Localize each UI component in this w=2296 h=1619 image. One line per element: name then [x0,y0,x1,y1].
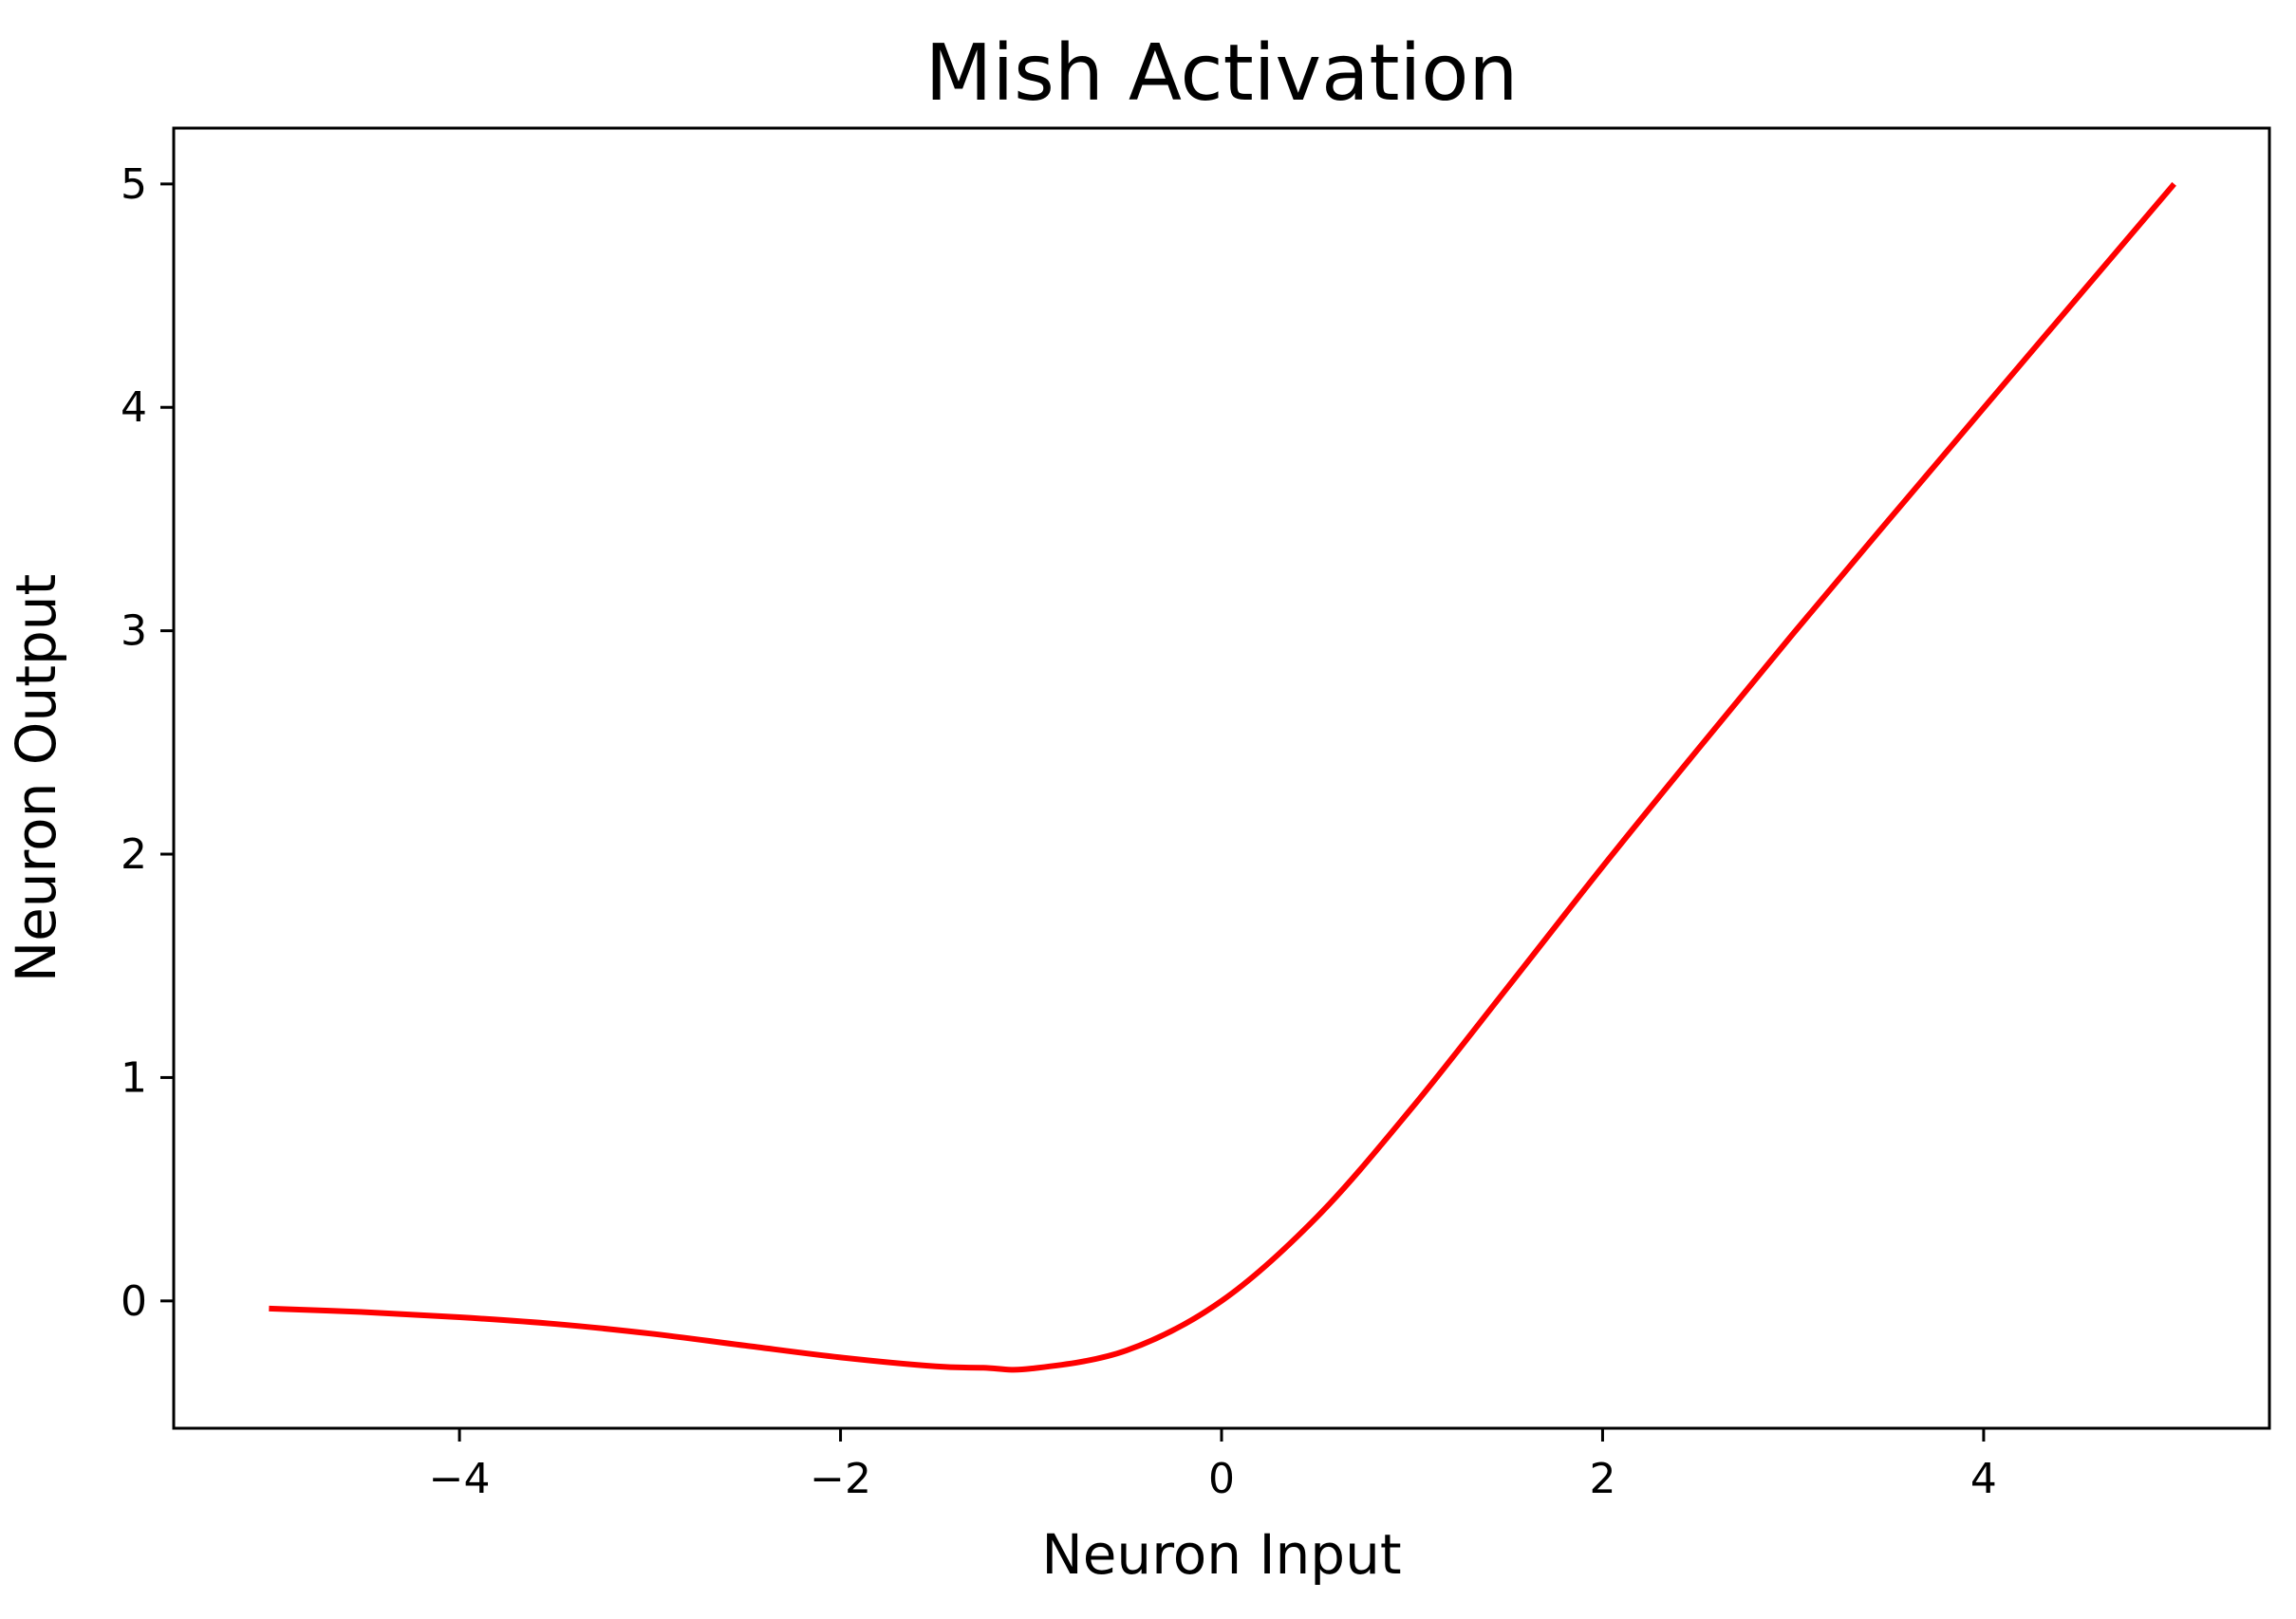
y-tick-label: 1 [121,1053,147,1102]
y-axis-label: Neuron Output [4,574,68,983]
x-axis-ticks: −4 −2 0 2 4 [429,1428,1997,1503]
y-tick-label: 4 [121,383,147,432]
series-layer [269,181,2176,1373]
y-tick-label: 2 [121,830,147,879]
x-tick-label: 4 [1970,1455,1997,1503]
y-tick-label: 0 [121,1277,147,1326]
y-axis-ticks: 0 1 2 3 4 5 [121,160,174,1326]
x-tick-label: 0 [1208,1455,1235,1503]
x-tick-label: −2 [810,1455,871,1503]
x-tick-label: 2 [1589,1455,1615,1503]
chart-title: Mish Activation [925,28,1519,119]
y-tick-label: 5 [121,160,147,209]
series-line [269,181,2176,1373]
x-tick-label: −4 [429,1455,491,1503]
x-axis-label: Neuron Input [1041,1522,1401,1587]
y-tick-label: 3 [121,607,147,656]
